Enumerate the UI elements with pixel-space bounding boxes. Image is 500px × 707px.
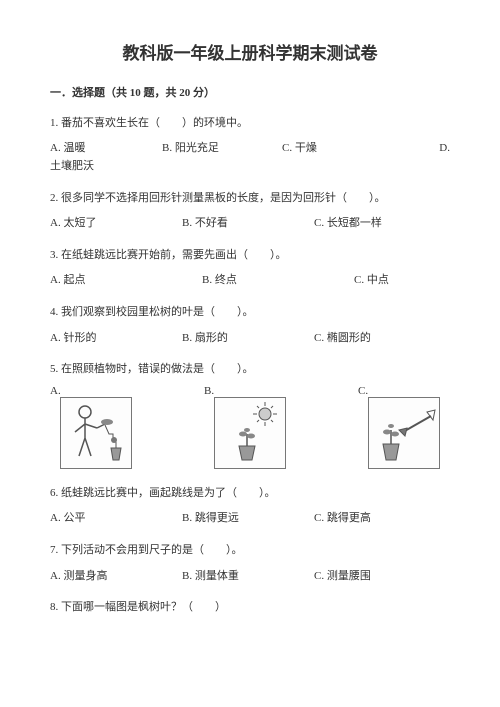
- q2-stem: 2. 很多同学不选择用回形针测量黑板的长度，是因为回形针（ ）。: [50, 190, 450, 208]
- q1-opt-c: C. 干燥: [282, 140, 402, 158]
- q1-opt-d-label: D.: [402, 140, 450, 158]
- q8-stem: 8. 下面哪一幅图是枫树叶？（ ）: [50, 599, 450, 617]
- question-2: 2. 很多同学不选择用回形针测量黑板的长度，是因为回形针（ ）。 A. 太短了 …: [50, 190, 450, 233]
- q1-options: A. 温暖 B. 阳光充足 C. 干燥 D.: [50, 140, 450, 158]
- q5-img-a: [60, 397, 132, 469]
- q3-opt-a: A. 起点: [50, 272, 202, 290]
- q3-opt-c: C. 中点: [354, 272, 450, 290]
- q7-options: A. 测量身高 B. 测量体重 C. 测量腰围: [50, 568, 450, 586]
- q1-opt-b: B. 阳光充足: [162, 140, 282, 158]
- q5-label-b: B.: [204, 383, 214, 401]
- q6-options: A. 公平 B. 跳得更远 C. 跳得更高: [50, 510, 450, 528]
- q3-options: A. 起点 B. 终点 C. 中点: [50, 272, 450, 290]
- q5-label-c: C.: [358, 383, 368, 401]
- q1-opt-a: A. 温暖: [50, 140, 162, 158]
- q6-opt-c: C. 跳得更高: [314, 510, 446, 528]
- q2-opt-b: B. 不好看: [182, 215, 314, 233]
- q6-opt-a: A. 公平: [50, 510, 182, 528]
- question-8: 8. 下面哪一幅图是枫树叶？（ ）: [50, 599, 450, 617]
- page-title: 教科版一年级上册科学期末测试卷: [50, 40, 450, 67]
- q7-opt-c: C. 测量腰围: [314, 568, 446, 586]
- q5-img-b: [214, 397, 286, 469]
- q4-stem: 4. 我们观察到校园里松树的叶是（ ）。: [50, 304, 450, 322]
- q4-opt-a: A. 针形的: [50, 330, 182, 348]
- question-6: 6. 纸蛙跳远比赛中，画起跳线是为了（ ）。 A. 公平 B. 跳得更远 C. …: [50, 485, 450, 528]
- q1-opt-d-text: 土壤肥沃: [50, 158, 450, 176]
- q5-stem: 5. 在照顾植物时，错误的做法是（ ）。: [50, 361, 450, 379]
- q3-stem: 3. 在纸蛙跳远比赛开始前，需要先画出（ ）。: [50, 247, 450, 265]
- q4-options: A. 针形的 B. 扇形的 C. 椭圆形的: [50, 330, 450, 348]
- q4-opt-b: B. 扇形的: [182, 330, 314, 348]
- q1-stem: 1. 番茄不喜欢生长在（ ）的环境中。: [50, 115, 248, 133]
- q2-options: A. 太短了 B. 不好看 C. 长短都一样: [50, 215, 450, 233]
- q4-opt-c: C. 椭圆形的: [314, 330, 446, 348]
- q7-stem: 7. 下列活动不会用到尺子的是（ ）。: [50, 542, 450, 560]
- q7-opt-b: B. 测量体重: [182, 568, 314, 586]
- q5-img-c: [368, 397, 440, 469]
- question-4: 4. 我们观察到校园里松树的叶是（ ）。 A. 针形的 B. 扇形的 C. 椭圆…: [50, 304, 450, 347]
- question-7: 7. 下列活动不会用到尺子的是（ ）。 A. 测量身高 B. 测量体重 C. 测…: [50, 542, 450, 585]
- question-5: 5. 在照顾植物时，错误的做法是（ ）。 A. B.: [50, 361, 450, 471]
- q6-opt-b: B. 跳得更远: [182, 510, 314, 528]
- q2-opt-c: C. 长短都一样: [314, 215, 446, 233]
- q3-opt-b: B. 终点: [202, 272, 354, 290]
- question-1: 1. 番茄不喜欢生长在（ ）的环境中。 A. 温暖 B. 阳光充足 C. 干燥 …: [50, 115, 450, 176]
- q2-opt-a: A. 太短了: [50, 215, 182, 233]
- q7-opt-a: A. 测量身高: [50, 568, 182, 586]
- q5-images: A. B.: [50, 387, 450, 471]
- question-3: 3. 在纸蛙跳远比赛开始前，需要先画出（ ）。 A. 起点 B. 终点 C. 中…: [50, 247, 450, 290]
- section-heading: 一．选择题（共 10 题，共 20 分）: [50, 85, 450, 103]
- q6-stem: 6. 纸蛙跳远比赛中，画起跳线是为了（ ）。: [50, 485, 450, 503]
